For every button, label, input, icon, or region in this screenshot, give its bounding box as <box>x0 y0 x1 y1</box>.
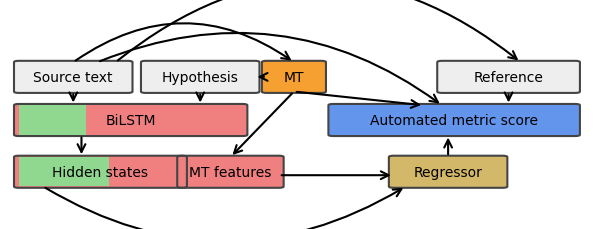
Text: MT features: MT features <box>189 165 271 179</box>
Text: Hidden states: Hidden states <box>53 165 148 179</box>
Text: Source text: Source text <box>33 71 113 85</box>
Text: BiLSTM: BiLSTM <box>105 114 156 128</box>
Text: Hypothesis: Hypothesis <box>162 71 239 85</box>
Text: MT: MT <box>284 71 304 85</box>
FancyBboxPatch shape <box>14 62 133 93</box>
FancyBboxPatch shape <box>437 62 580 93</box>
FancyBboxPatch shape <box>141 62 259 93</box>
FancyBboxPatch shape <box>389 156 507 188</box>
FancyBboxPatch shape <box>14 104 247 136</box>
FancyBboxPatch shape <box>14 156 187 188</box>
FancyBboxPatch shape <box>328 104 580 136</box>
Text: Regressor: Regressor <box>414 165 482 179</box>
FancyBboxPatch shape <box>262 62 326 93</box>
Text: Automated metric score: Automated metric score <box>370 114 538 128</box>
FancyBboxPatch shape <box>14 156 187 188</box>
Text: Reference: Reference <box>474 71 544 85</box>
FancyBboxPatch shape <box>14 104 247 136</box>
FancyBboxPatch shape <box>177 156 284 188</box>
